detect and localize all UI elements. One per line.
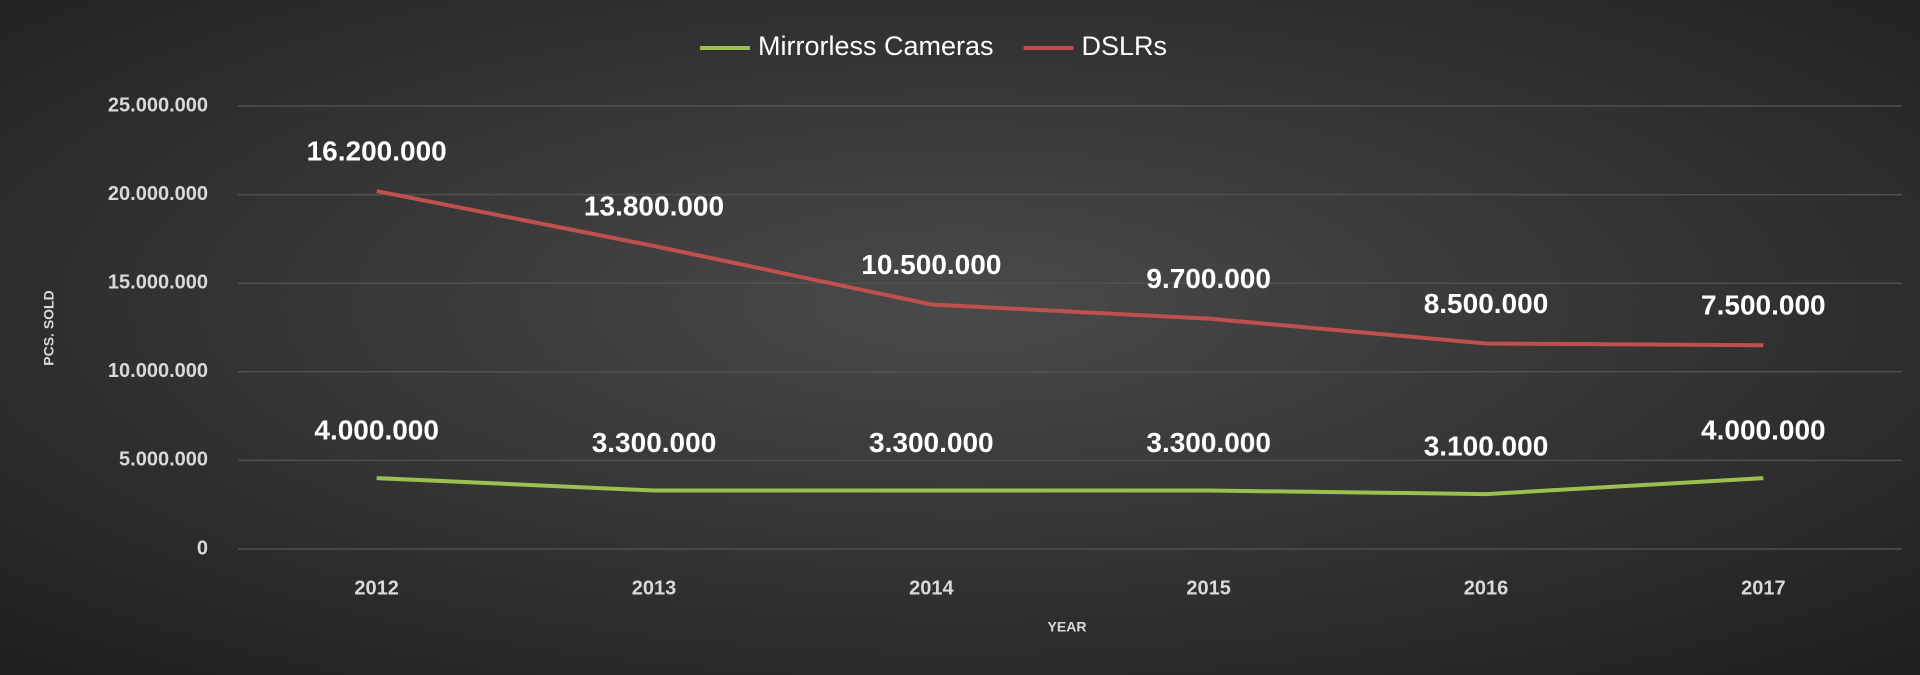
x-axis-title: YEAR bbox=[1048, 619, 1087, 635]
series-line bbox=[376, 476, 1764, 497]
data-label: 3.100.000 bbox=[1424, 430, 1549, 461]
data-label: 3.300.000 bbox=[869, 427, 994, 458]
series-line bbox=[376, 189, 1764, 348]
y-tick-label: 0 bbox=[197, 537, 208, 559]
data-label: 3.300.000 bbox=[592, 427, 717, 458]
x-tick-label: 2013 bbox=[632, 577, 677, 599]
x-tick-label: 2012 bbox=[354, 577, 399, 599]
y-tick-label: 5.000.000 bbox=[119, 449, 208, 471]
data-label: 9.700.000 bbox=[1146, 263, 1271, 294]
y-tick-label: 10.000.000 bbox=[108, 360, 208, 382]
y-tick-label: 20.000.000 bbox=[108, 183, 208, 205]
x-tick-label: 2015 bbox=[1186, 577, 1231, 599]
data-label: 4.000.000 bbox=[1701, 415, 1826, 446]
legend-label: DSLRs bbox=[1082, 31, 1168, 61]
x-tick-label: 2016 bbox=[1464, 577, 1509, 599]
data-label: 4.000.000 bbox=[314, 415, 439, 446]
data-label: 10.500.000 bbox=[861, 249, 1001, 280]
y-tick-label: 15.000.000 bbox=[108, 271, 208, 293]
data-label: 13.800.000 bbox=[584, 190, 724, 221]
y-tick-label: 25.000.000 bbox=[108, 94, 208, 116]
y-axis-title: PCS. SOLD bbox=[41, 290, 57, 365]
data-label: 8.500.000 bbox=[1424, 288, 1549, 319]
data-label: 3.300.000 bbox=[1146, 427, 1271, 458]
x-tick-label: 2014 bbox=[909, 577, 954, 599]
data-label: 7.500.000 bbox=[1701, 290, 1826, 321]
data-label: 16.200.000 bbox=[307, 135, 447, 166]
x-tick-label: 2017 bbox=[1741, 577, 1786, 599]
legend-label: Mirrorless Cameras bbox=[758, 31, 994, 61]
legend: Mirrorless Cameras DSLRs bbox=[700, 31, 1167, 61]
